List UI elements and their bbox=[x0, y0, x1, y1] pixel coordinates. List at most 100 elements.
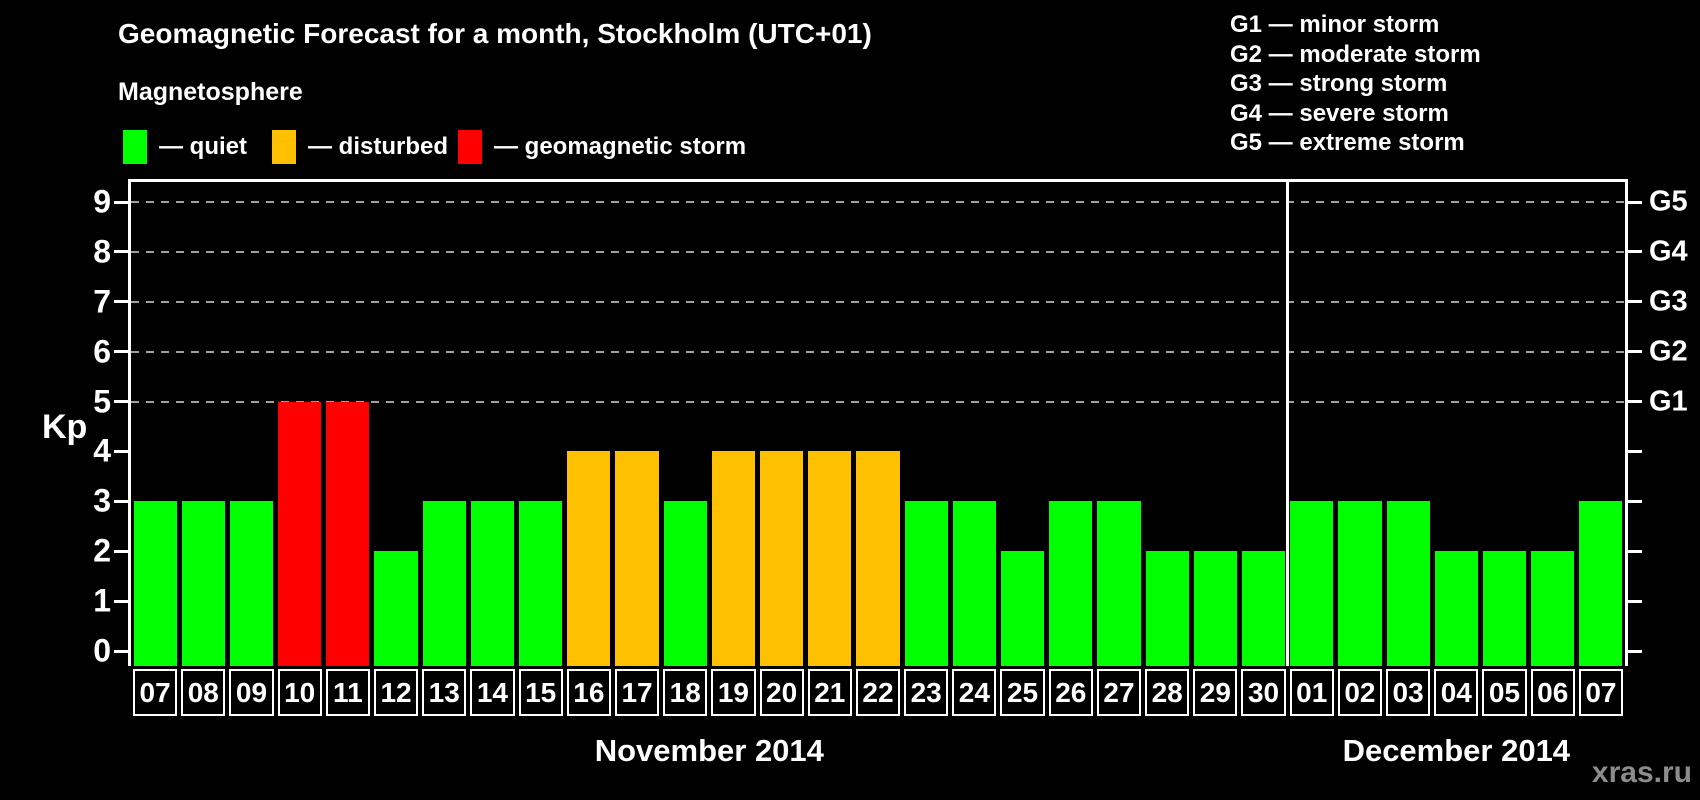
day-label: 29 bbox=[1193, 669, 1238, 716]
kp-bar bbox=[1531, 551, 1575, 666]
disturbed-color-swatch-icon bbox=[272, 130, 296, 164]
right-axis-tick bbox=[1628, 499, 1642, 503]
gridline-kp5 bbox=[131, 400, 1625, 403]
g-axis-label-g2: G2 bbox=[1649, 335, 1688, 368]
kp-bar bbox=[181, 501, 225, 666]
chart-title: Geomagnetic Forecast for a month, Stockh… bbox=[118, 18, 872, 49]
legend-item-quiet: — quiet bbox=[123, 128, 247, 166]
y-axis-tick bbox=[114, 599, 128, 603]
y-axis-tick bbox=[114, 549, 128, 553]
kp-bar bbox=[711, 451, 755, 666]
day-label: 21 bbox=[807, 669, 852, 716]
day-label: 22 bbox=[855, 669, 901, 716]
day-label: 07 bbox=[133, 669, 178, 716]
y-axis-tick-label: 3 bbox=[93, 482, 111, 519]
right-axis-tick bbox=[1628, 350, 1642, 354]
kp-bar bbox=[760, 451, 804, 666]
y-axis-tick-label: 0 bbox=[93, 632, 111, 669]
y-axis-tick bbox=[114, 449, 128, 453]
watermark: xras.ru bbox=[1591, 756, 1692, 789]
day-label: 08 bbox=[181, 669, 226, 716]
kp-bar bbox=[229, 501, 274, 666]
y-axis-tick bbox=[114, 200, 128, 204]
storm-color-swatch-icon bbox=[458, 130, 482, 164]
day-label: 14 bbox=[470, 669, 515, 716]
y-axis-tick-label: 8 bbox=[93, 233, 111, 270]
kp-bar bbox=[808, 451, 852, 666]
y-axis-tick bbox=[114, 400, 128, 404]
kp-bar bbox=[952, 501, 996, 666]
day-label: 18 bbox=[663, 669, 708, 716]
kp-bar bbox=[1482, 551, 1527, 666]
right-axis-tick bbox=[1628, 300, 1642, 304]
day-label: 26 bbox=[1048, 669, 1093, 716]
day-label: 27 bbox=[1096, 669, 1142, 716]
y-axis-tick-label: 6 bbox=[93, 333, 111, 370]
gridline-kp7 bbox=[131, 300, 1625, 303]
day-label: 20 bbox=[759, 669, 804, 716]
g-axis-label-g4: G4 bbox=[1649, 235, 1688, 268]
kp-bar bbox=[1338, 501, 1382, 666]
kp-bar bbox=[1290, 501, 1334, 666]
kp-bar bbox=[519, 501, 563, 666]
right-axis-tick bbox=[1628, 250, 1642, 254]
kp-bar bbox=[1000, 551, 1045, 666]
right-axis-tick bbox=[1628, 200, 1642, 204]
kp-bar bbox=[1049, 501, 1093, 666]
legend-item-disturbed: — disturbed bbox=[272, 128, 448, 166]
y-axis-title: Kp bbox=[42, 408, 88, 446]
g-axis-label-g3: G3 bbox=[1649, 285, 1688, 318]
day-label: 15 bbox=[518, 669, 563, 716]
kp-bar bbox=[1097, 501, 1141, 666]
right-axis-tick bbox=[1628, 649, 1642, 653]
kp-bar bbox=[567, 451, 611, 666]
legend-item-label: — geomagnetic storm bbox=[494, 133, 747, 160]
day-label: 24 bbox=[952, 669, 997, 716]
day-label: 02 bbox=[1337, 669, 1383, 716]
y-axis-tick-label: 4 bbox=[93, 432, 111, 469]
day-label: 10 bbox=[277, 669, 322, 716]
g-axis-label-g1: G1 bbox=[1649, 385, 1688, 418]
right-axis-tick bbox=[1628, 549, 1642, 553]
day-label: 19 bbox=[711, 669, 756, 716]
day-label: 13 bbox=[422, 669, 467, 716]
kp-bar bbox=[1241, 551, 1286, 666]
kp-bar bbox=[904, 501, 948, 666]
day-label: 01 bbox=[1289, 669, 1334, 716]
month-label-december: December 2014 bbox=[1342, 733, 1571, 768]
kp-bar bbox=[1579, 501, 1623, 666]
right-axis-tick bbox=[1628, 599, 1642, 603]
g-legend-line-2: G2 — moderate storm bbox=[1230, 40, 1481, 68]
day-label: 11 bbox=[325, 669, 370, 716]
gridline-kp8 bbox=[131, 250, 1625, 253]
kp-bar bbox=[133, 501, 177, 666]
day-label: 09 bbox=[229, 669, 274, 716]
kp-bar bbox=[278, 401, 322, 666]
kp-bar bbox=[470, 501, 515, 666]
legend-item-label: — disturbed bbox=[308, 133, 449, 160]
day-label: 28 bbox=[1145, 669, 1190, 716]
y-axis-tick-label: 9 bbox=[93, 183, 111, 220]
day-label: 04 bbox=[1434, 669, 1479, 716]
y-axis-tick bbox=[114, 300, 128, 304]
day-label: 06 bbox=[1530, 669, 1575, 716]
kp-bar bbox=[374, 551, 418, 666]
day-label: 07 bbox=[1578, 669, 1623, 716]
month-separator bbox=[1286, 182, 1290, 666]
legend-item-label: — quiet bbox=[159, 133, 247, 160]
kp-bar bbox=[1386, 501, 1430, 666]
g-legend-line-4: G4 — severe storm bbox=[1230, 99, 1449, 127]
right-axis-tick bbox=[1628, 400, 1642, 404]
kp-bar bbox=[856, 451, 900, 666]
kp-bar bbox=[1145, 551, 1189, 666]
y-axis-tick-label: 2 bbox=[93, 532, 111, 569]
magnetosphere-label: Magnetosphere bbox=[118, 78, 303, 106]
day-label: 23 bbox=[904, 669, 949, 716]
g-axis-label-g5: G5 bbox=[1649, 185, 1688, 218]
day-label: 25 bbox=[1000, 669, 1045, 716]
day-label: 05 bbox=[1482, 669, 1527, 716]
g-legend-line-1: G1 — minor storm bbox=[1230, 11, 1440, 38]
day-label: 03 bbox=[1386, 669, 1431, 716]
gridline-kp9 bbox=[131, 201, 1625, 203]
